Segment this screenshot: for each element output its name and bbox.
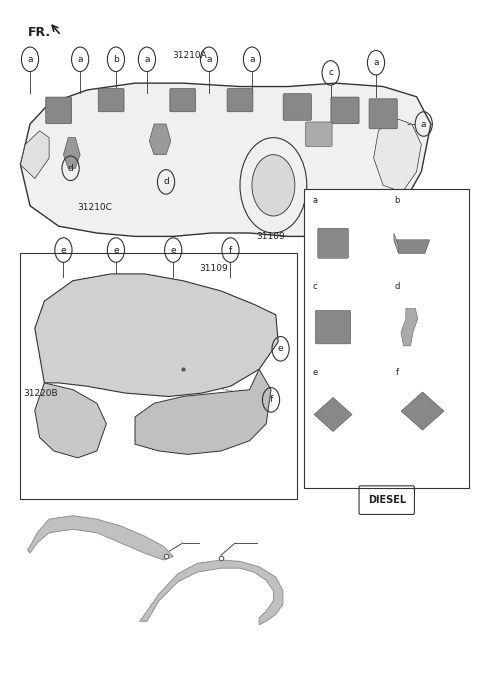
Polygon shape xyxy=(35,274,278,397)
Text: 31210A: 31210A xyxy=(172,51,207,60)
Polygon shape xyxy=(63,137,80,168)
FancyBboxPatch shape xyxy=(331,97,359,124)
Text: e: e xyxy=(170,246,176,254)
Text: 31101B: 31101B xyxy=(326,196,361,205)
FancyBboxPatch shape xyxy=(315,311,351,344)
FancyBboxPatch shape xyxy=(369,98,397,129)
Text: d: d xyxy=(395,282,400,291)
Text: 31101Q: 31101Q xyxy=(408,196,444,205)
FancyBboxPatch shape xyxy=(98,89,124,111)
Text: e: e xyxy=(113,246,119,254)
Polygon shape xyxy=(135,369,271,454)
Text: d: d xyxy=(163,177,169,187)
Text: f: f xyxy=(229,246,232,254)
Polygon shape xyxy=(35,383,107,458)
Polygon shape xyxy=(314,397,352,432)
Text: 31104F: 31104F xyxy=(408,282,442,291)
Polygon shape xyxy=(394,240,430,254)
Bar xyxy=(304,189,469,488)
FancyBboxPatch shape xyxy=(227,89,253,111)
Text: a: a xyxy=(77,55,83,64)
Text: 31210C: 31210C xyxy=(77,202,112,211)
Text: FR.: FR. xyxy=(28,25,51,38)
Text: 31109: 31109 xyxy=(257,232,286,241)
Text: b: b xyxy=(113,55,119,64)
Text: d: d xyxy=(68,163,73,173)
Text: a: a xyxy=(421,120,427,129)
Text: b: b xyxy=(395,196,400,205)
Polygon shape xyxy=(394,233,399,254)
Circle shape xyxy=(252,155,295,216)
Text: a: a xyxy=(27,55,33,64)
Text: a: a xyxy=(312,196,317,205)
Bar xyxy=(21,254,297,499)
Polygon shape xyxy=(401,392,444,430)
Polygon shape xyxy=(21,131,49,179)
Text: e: e xyxy=(60,246,66,254)
Polygon shape xyxy=(401,308,418,346)
Text: 31220B: 31220B xyxy=(23,389,58,397)
Text: f: f xyxy=(269,395,273,404)
FancyBboxPatch shape xyxy=(46,97,72,124)
Text: 31101H: 31101H xyxy=(326,282,361,291)
Text: a: a xyxy=(144,55,150,64)
Polygon shape xyxy=(21,83,431,237)
Text: a: a xyxy=(373,58,379,67)
Text: 31101F: 31101F xyxy=(326,368,360,377)
FancyBboxPatch shape xyxy=(305,122,332,146)
FancyBboxPatch shape xyxy=(283,94,312,120)
FancyBboxPatch shape xyxy=(170,89,196,111)
Text: c: c xyxy=(312,282,317,291)
Text: c: c xyxy=(328,68,333,77)
Text: e: e xyxy=(312,368,318,377)
Text: a: a xyxy=(206,55,212,64)
Text: 31109: 31109 xyxy=(199,264,228,273)
Polygon shape xyxy=(373,117,421,192)
FancyBboxPatch shape xyxy=(318,228,348,258)
Text: 31101E: 31101E xyxy=(408,368,443,377)
Text: f: f xyxy=(396,368,399,377)
Polygon shape xyxy=(140,560,283,624)
Text: 31038: 31038 xyxy=(372,464,402,475)
Polygon shape xyxy=(149,124,171,155)
Text: a: a xyxy=(249,55,255,64)
Text: DIESEL: DIESEL xyxy=(368,495,406,505)
Polygon shape xyxy=(28,516,173,560)
Text: e: e xyxy=(278,344,283,354)
